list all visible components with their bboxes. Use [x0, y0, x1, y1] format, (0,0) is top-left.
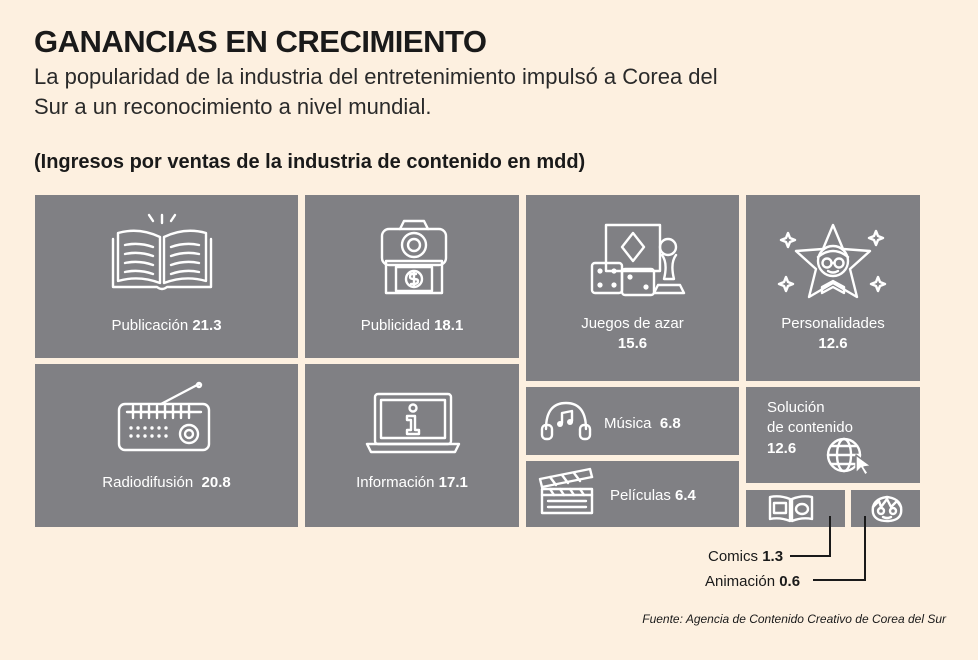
tile-juegos-de-azar: Juegos de azar 15.6: [526, 195, 739, 381]
tile-label: Información 17.1: [305, 474, 519, 491]
tile-label: Radiodifusión 20.8: [35, 474, 298, 491]
tile-comics: [746, 490, 845, 527]
tile-animacion: [851, 490, 920, 527]
data-label: 0.6: [779, 573, 801, 590]
callout-comics: Comics 1.3: [708, 548, 783, 565]
tile-personalidades: Personalidades 12.6: [746, 195, 920, 381]
source-note: Fuente: Agencia de Contenido Creativo de…: [642, 612, 946, 626]
tile-musica: Música 6.8: [526, 387, 739, 455]
tile-label-line1: Personalidades: [781, 315, 885, 332]
category-name: Comics: [708, 548, 759, 565]
data-label: 6.8: [659, 415, 681, 432]
tile-peliculas: Películas 6.4: [526, 461, 739, 527]
tile-label: Películas 6.4: [610, 487, 696, 504]
data-label: 1.3: [762, 548, 784, 565]
category-name: Publicación: [111, 317, 189, 334]
tile-solucion-de-contenido: Solución de contenido 12.6: [746, 387, 920, 483]
category-name: Animación: [705, 573, 776, 590]
units-label: (Ingresos por ventas de la industria de …: [34, 151, 586, 173]
clapperboard-icon: [538, 467, 594, 515]
tile-label-line1: Solución: [767, 399, 825, 416]
leader-line-comics-h: [790, 555, 831, 557]
data-label: 6.4: [675, 487, 696, 504]
tile-radiodifusion: Radiodifusión 20.8: [35, 364, 298, 527]
category-name: Radiodifusión: [102, 474, 194, 491]
radio-icon: [117, 381, 211, 452]
data-label: 15.6: [617, 335, 648, 352]
data-label: 18.1: [434, 317, 464, 334]
tile-label: Publicación 21.3: [35, 317, 298, 334]
tile-publicidad: Publicidad 18.1: [305, 195, 519, 358]
tile-label: Publicidad 18.1: [305, 317, 519, 334]
data-label: 12.6: [767, 440, 797, 457]
star-person-icon: [777, 223, 887, 299]
tile-label-line2: de contenido: [767, 419, 853, 436]
animated-face-icon: [871, 495, 903, 523]
leader-line-animacion: [864, 516, 866, 581]
chart-title: GANANCIAS EN CRECIMIENTO: [34, 24, 487, 59]
data-label: 12.6: [818, 335, 848, 352]
tile-label-line1: Juegos de azar: [581, 315, 684, 332]
open-book-icon: [111, 213, 213, 291]
tile-publicacion: Publicación 21.3: [35, 195, 298, 358]
leader-line-comics: [829, 516, 831, 556]
tile-label: Música 6.8: [604, 415, 681, 432]
category-name: Información: [356, 474, 435, 491]
category-name: Publicidad: [360, 317, 430, 334]
camera-money-icon: [380, 219, 448, 295]
data-label: 17.1: [438, 474, 468, 491]
data-label: 21.3: [192, 317, 222, 334]
laptop-info-icon: [365, 392, 461, 454]
tile-informacion: Información 17.1: [305, 364, 519, 527]
leader-line-animacion-h: [813, 579, 866, 581]
headphones-icon: [540, 401, 592, 441]
dice-cards-icon: [590, 223, 686, 297]
comic-book-icon: [768, 495, 814, 523]
data-label: 20.8: [201, 474, 231, 491]
chart-subtitle: La popularidad de la industria del entre…: [34, 64, 718, 119]
category-name: Música: [604, 415, 652, 432]
globe-cursor-icon: [826, 437, 872, 476]
category-name: Películas: [610, 487, 671, 504]
callout-animacion: Animación 0.6: [705, 573, 800, 590]
